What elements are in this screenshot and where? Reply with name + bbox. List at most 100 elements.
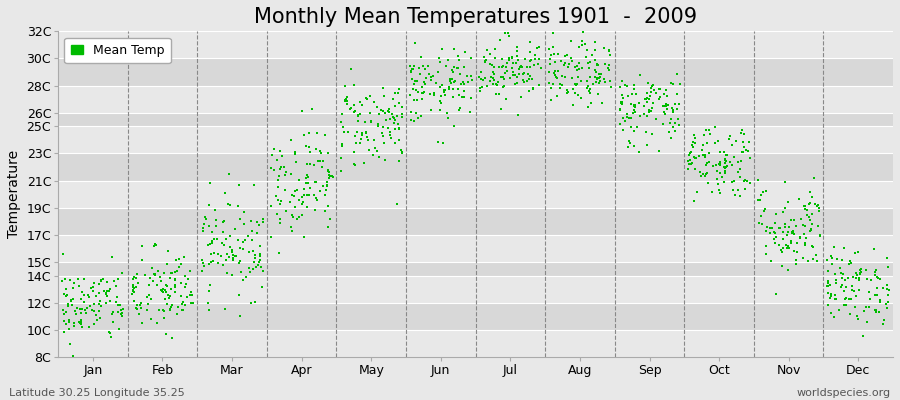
- Point: [832, 307, 846, 314]
- Point: [603, 78, 617, 84]
- Point: [786, 229, 800, 235]
- Point: [860, 304, 874, 310]
- Point: [776, 245, 790, 252]
- Point: [273, 165, 287, 172]
- Point: [424, 77, 438, 83]
- Point: [718, 156, 733, 162]
- Point: [853, 270, 868, 276]
- Point: [781, 199, 796, 205]
- Point: [644, 108, 658, 114]
- Point: [353, 140, 367, 146]
- Point: [158, 296, 172, 302]
- Point: [154, 278, 168, 284]
- Point: [222, 233, 237, 240]
- Point: [135, 257, 149, 264]
- Bar: [58, 303, 893, 330]
- Point: [602, 62, 616, 68]
- Point: [73, 320, 87, 327]
- Point: [862, 304, 877, 310]
- Point: [488, 46, 502, 52]
- Point: [683, 157, 698, 163]
- Point: [59, 286, 74, 293]
- Point: [846, 274, 860, 280]
- Point: [527, 62, 542, 68]
- Point: [624, 115, 638, 121]
- Point: [584, 52, 598, 58]
- Point: [580, 47, 594, 53]
- Point: [864, 277, 878, 283]
- Point: [302, 130, 316, 136]
- Point: [496, 76, 510, 83]
- Point: [532, 56, 546, 62]
- Point: [702, 159, 716, 166]
- Point: [223, 244, 238, 250]
- Point: [387, 120, 401, 126]
- Point: [334, 167, 348, 174]
- Point: [683, 150, 698, 156]
- Point: [789, 223, 804, 230]
- Point: [253, 252, 267, 259]
- Point: [273, 220, 287, 226]
- Point: [713, 169, 727, 176]
- Point: [692, 153, 706, 159]
- Point: [437, 92, 452, 98]
- Point: [523, 49, 537, 55]
- Point: [55, 278, 69, 284]
- Point: [347, 109, 362, 115]
- Point: [567, 81, 581, 88]
- Point: [198, 214, 212, 220]
- Point: [435, 46, 449, 52]
- Point: [274, 164, 289, 170]
- Point: [277, 172, 292, 178]
- Point: [707, 140, 722, 146]
- Point: [630, 124, 644, 130]
- Point: [272, 172, 286, 179]
- Point: [563, 38, 578, 44]
- Point: [594, 100, 608, 107]
- Bar: [58, 262, 893, 276]
- Point: [731, 187, 745, 194]
- Point: [162, 295, 176, 302]
- Point: [87, 279, 102, 286]
- Point: [103, 286, 117, 292]
- Point: [94, 277, 108, 284]
- Point: [613, 84, 627, 90]
- Point: [588, 56, 602, 63]
- Point: [66, 285, 80, 291]
- Point: [798, 234, 813, 241]
- Point: [646, 82, 661, 88]
- Point: [392, 86, 406, 92]
- Point: [158, 289, 173, 296]
- Point: [450, 64, 464, 71]
- Point: [640, 90, 654, 96]
- Point: [488, 55, 502, 62]
- Point: [224, 246, 238, 253]
- Point: [381, 125, 395, 131]
- Point: [347, 132, 362, 139]
- Point: [796, 222, 810, 228]
- Point: [93, 298, 107, 305]
- Point: [629, 91, 643, 98]
- Point: [144, 296, 158, 302]
- Point: [168, 277, 183, 283]
- Point: [391, 120, 405, 127]
- Point: [310, 196, 325, 203]
- Point: [271, 177, 285, 183]
- Point: [228, 252, 242, 259]
- Point: [604, 83, 618, 90]
- Point: [242, 265, 256, 272]
- Point: [499, 64, 513, 70]
- Point: [713, 190, 727, 197]
- Point: [491, 63, 506, 70]
- Point: [666, 80, 680, 87]
- Point: [463, 108, 477, 115]
- Point: [598, 61, 612, 67]
- Point: [407, 118, 421, 124]
- Point: [225, 249, 239, 256]
- Point: [579, 54, 593, 60]
- Point: [322, 216, 337, 222]
- Point: [428, 90, 442, 96]
- Point: [615, 100, 629, 106]
- Point: [582, 90, 597, 96]
- Point: [500, 60, 515, 66]
